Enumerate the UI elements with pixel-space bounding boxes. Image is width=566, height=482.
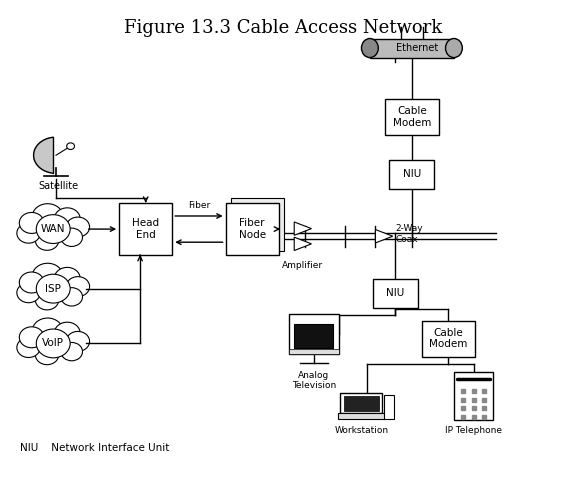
Polygon shape: [294, 222, 311, 235]
Bar: [226, 203, 279, 255]
Text: Fiber
Node: Fiber Node: [239, 218, 266, 240]
Text: 2-Way
Coax: 2-Way Coax: [396, 224, 423, 243]
Text: VoIP: VoIP: [42, 338, 64, 348]
Circle shape: [36, 214, 70, 243]
Circle shape: [32, 318, 63, 344]
Polygon shape: [294, 237, 311, 251]
Text: NIU    Network Interface Unit: NIU Network Interface Unit: [20, 443, 169, 453]
Circle shape: [35, 345, 59, 365]
Text: Ethernet: Ethernet: [396, 43, 439, 53]
Bar: [294, 324, 333, 348]
Circle shape: [19, 327, 44, 348]
Bar: [372, 279, 418, 308]
Text: Analog
Television: Analog Television: [291, 371, 336, 390]
Bar: [231, 198, 284, 251]
Ellipse shape: [362, 39, 378, 57]
Circle shape: [61, 228, 83, 246]
Bar: [454, 372, 493, 420]
Bar: [385, 99, 439, 135]
Circle shape: [36, 274, 70, 303]
Text: ISP: ISP: [45, 283, 61, 294]
Circle shape: [61, 288, 83, 306]
Ellipse shape: [445, 39, 462, 57]
Text: Cable
Modem: Cable Modem: [393, 107, 431, 128]
Circle shape: [66, 217, 89, 237]
Bar: [289, 314, 339, 354]
Circle shape: [19, 213, 44, 233]
Text: Cable
Modem: Cable Modem: [429, 328, 468, 349]
Circle shape: [61, 342, 83, 361]
Text: Workstation: Workstation: [335, 426, 388, 435]
Bar: [340, 393, 383, 414]
Bar: [370, 39, 454, 57]
Circle shape: [54, 268, 80, 289]
Bar: [389, 160, 434, 188]
Circle shape: [35, 230, 59, 250]
Circle shape: [36, 329, 70, 358]
Bar: [338, 413, 385, 419]
Bar: [422, 321, 475, 357]
Circle shape: [66, 277, 89, 296]
Bar: [289, 349, 339, 354]
Text: Fiber: Fiber: [188, 201, 210, 210]
Text: Amplifier: Amplifier: [282, 261, 323, 270]
Circle shape: [67, 143, 75, 149]
Circle shape: [17, 283, 40, 303]
Circle shape: [54, 322, 80, 344]
Bar: [384, 395, 394, 419]
Bar: [119, 203, 172, 255]
Text: Satellite: Satellite: [38, 181, 79, 191]
Bar: [344, 396, 379, 411]
Circle shape: [19, 272, 44, 293]
Text: Figure 13.3 Cable Access Network: Figure 13.3 Cable Access Network: [124, 19, 442, 38]
Text: NIU: NIU: [386, 288, 404, 298]
Text: Head
End: Head End: [132, 218, 159, 240]
Circle shape: [32, 204, 63, 230]
Text: WAN: WAN: [41, 224, 66, 234]
Text: NIU: NIU: [403, 169, 421, 179]
Text: IP Telephone: IP Telephone: [445, 427, 502, 435]
Circle shape: [17, 223, 40, 243]
Polygon shape: [375, 229, 393, 243]
Circle shape: [66, 332, 89, 351]
Polygon shape: [33, 137, 53, 173]
Circle shape: [35, 290, 59, 310]
Circle shape: [17, 337, 40, 358]
Circle shape: [32, 263, 63, 290]
Circle shape: [54, 208, 80, 230]
